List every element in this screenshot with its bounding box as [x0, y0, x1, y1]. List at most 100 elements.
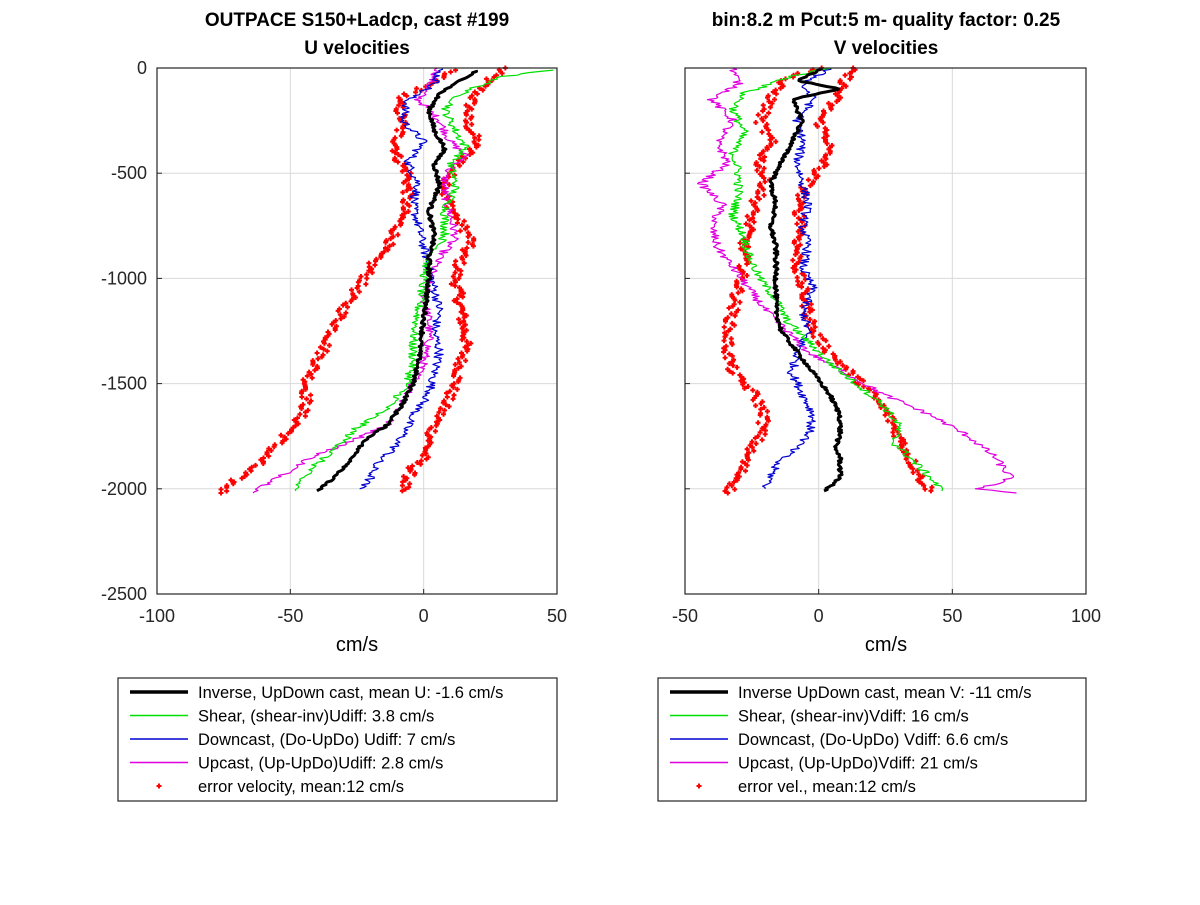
- error-point: [746, 234, 752, 240]
- error-point: [823, 338, 829, 344]
- error-point: [452, 283, 458, 289]
- grid-lines: [685, 68, 1086, 594]
- error-point: [414, 460, 420, 465]
- error-point: [399, 488, 405, 494]
- error-point: [721, 324, 727, 330]
- error-point: [454, 220, 460, 226]
- error-point: [773, 139, 779, 145]
- error-point: [723, 318, 729, 324]
- error-point: [389, 148, 395, 154]
- legend-entry-label: Upcast, (Up-UpDo)Vdiff: 21 cm/s: [738, 755, 978, 773]
- error-point: [732, 313, 738, 319]
- error-point: [463, 252, 469, 258]
- error-point: [769, 100, 775, 106]
- series-group: [218, 65, 554, 496]
- error-point: [472, 140, 478, 146]
- error-point: [734, 477, 740, 483]
- error-point: [391, 157, 397, 163]
- error-point: [753, 120, 759, 126]
- error-point: [763, 114, 769, 120]
- error-point: [807, 183, 813, 189]
- error-point: [753, 441, 759, 447]
- error-point: [910, 470, 916, 476]
- error-point: [757, 429, 763, 435]
- error-point: [459, 222, 465, 228]
- error-point: [772, 97, 778, 103]
- error-point: [425, 443, 431, 449]
- error-point: [418, 461, 424, 467]
- error-point: [744, 446, 750, 452]
- error-velocity-series: [721, 65, 825, 496]
- error-point: [450, 396, 456, 402]
- error-point: [724, 484, 730, 490]
- legend-entry-label: Inverse UpDown cast, mean V: -11 cm/s: [738, 684, 1031, 702]
- error-point: [462, 344, 468, 350]
- error-point: [452, 361, 458, 367]
- error-point: [758, 401, 764, 407]
- error-point: [759, 426, 765, 432]
- error-point: [398, 153, 404, 159]
- error-point: [916, 479, 922, 485]
- error-point: [755, 112, 761, 118]
- error-point: [456, 275, 462, 281]
- error-point: [795, 229, 801, 235]
- error-point: [726, 361, 732, 367]
- error-point: [755, 420, 761, 426]
- error-point: [807, 309, 813, 315]
- error-point: [828, 106, 834, 112]
- error-point: [338, 316, 344, 322]
- error-point: [736, 473, 742, 479]
- error-point: [468, 340, 474, 346]
- error-point: [446, 182, 452, 188]
- y-tick-label: -2500: [101, 584, 147, 604]
- error-point: [455, 365, 461, 371]
- error-point: [451, 298, 457, 304]
- error-point: [482, 83, 488, 89]
- error-point: [398, 133, 404, 139]
- error-point: [750, 215, 756, 221]
- error-point: [722, 488, 728, 494]
- error-point: [759, 437, 765, 443]
- error-point: [730, 362, 736, 368]
- error-point: [397, 98, 403, 104]
- error-point: [465, 234, 471, 240]
- error-point: [792, 211, 798, 217]
- error-point: [762, 431, 768, 437]
- error-point: [821, 164, 827, 170]
- error-point: [760, 108, 766, 114]
- error-point: [805, 177, 811, 183]
- error-point: [463, 102, 469, 108]
- error-point: [776, 80, 782, 86]
- error-point: [766, 110, 772, 116]
- error-point: [349, 287, 355, 293]
- error-point: [810, 334, 816, 340]
- error-point: [463, 358, 469, 364]
- error-point: [847, 76, 853, 82]
- error-point: [419, 452, 425, 458]
- error-point: [343, 300, 349, 306]
- error-point: [729, 353, 735, 359]
- error-point: [224, 488, 230, 494]
- error-point: [439, 191, 445, 197]
- y-tick-label: -2000: [101, 479, 147, 499]
- error-point: [469, 106, 475, 112]
- error-point: [734, 364, 740, 370]
- error-point: [325, 333, 331, 339]
- error-point: [726, 368, 732, 374]
- error-point: [811, 171, 817, 177]
- error-point: [239, 475, 245, 481]
- error-point: [732, 486, 738, 492]
- error-point: [457, 272, 463, 278]
- error-point: [403, 166, 409, 172]
- error-point: [465, 239, 471, 245]
- error-point: [731, 479, 737, 485]
- x-tick-label: -100: [139, 606, 175, 626]
- error-point: [401, 180, 407, 186]
- error-point: [308, 392, 314, 398]
- error-point: [817, 332, 823, 338]
- error-point: [751, 448, 757, 454]
- error-point: [748, 198, 754, 204]
- error-point: [321, 340, 327, 346]
- error-point: [757, 152, 763, 158]
